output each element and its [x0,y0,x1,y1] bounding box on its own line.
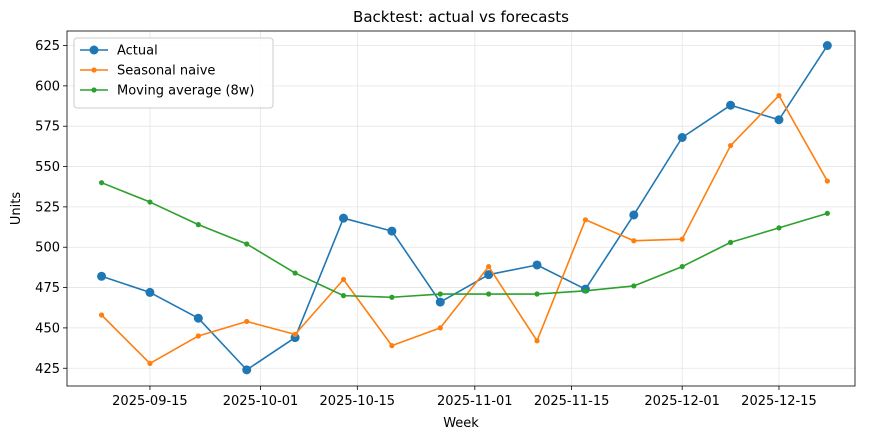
legend-box [73,37,274,109]
actual-point [387,226,397,236]
moving-average-8w-point [437,291,443,297]
actual-point [774,115,784,125]
y-axis: 425 450 475 500 525 550 575 600 625 [35,39,67,377]
actual-point [726,100,736,110]
seasonal-naive-line [100,94,829,365]
x-tick-label: 2025-12-01 [644,394,720,409]
seasonal-naive-point [195,333,201,339]
series-layer [97,41,832,375]
legend-label: Actual [117,44,158,59]
moving-average-8w-point [292,270,298,276]
y-tick-label: 450 [35,321,60,336]
seasonal-naive-point [534,338,540,344]
actual-line [101,45,829,371]
moving-average-8w-line [101,181,828,299]
moving-average-8w-point [340,293,347,299]
y-tick-label: 425 [35,362,60,377]
seasonal-naive-point [292,331,298,337]
y-tick-label: 500 [35,241,60,256]
legend-label: Seasonal naive [117,64,215,79]
actual-point [338,213,348,223]
seasonal-naive-point [340,276,347,283]
actual-point [629,210,639,220]
actual-point [532,260,542,270]
moving-average-8w-point [147,199,153,205]
actual-point [145,287,155,297]
y-tick-label: 625 [35,39,60,54]
x-tick-label: 2025-11-15 [534,394,610,409]
actual-point [435,297,445,307]
plot-area [66,30,856,387]
x-axis-label: Week [443,416,479,431]
seasonal-naive-point [776,92,782,99]
legend-label: Moving average (8w) [117,84,255,99]
y-tick-label: 600 [35,79,60,94]
y-axis-label: Units [9,192,24,225]
moving-average-8w-point [195,222,201,228]
seasonal-naive-point [679,236,685,242]
seasonal-naive-point [244,318,250,325]
actual-point [193,313,203,323]
x-tick-label: 2025-12-15 [741,394,817,409]
legend-item-seasonal-naive: Seasonal naive [80,64,215,79]
series-seasonal-naive [98,92,830,367]
moving-average-8w-point [776,225,782,231]
series-actual [97,41,832,375]
x-tick-label: 2025-10-15 [320,394,396,409]
chart-title: Backtest: actual vs forecasts [353,8,569,26]
seasonal-naive-point [147,360,153,367]
y-tick-label: 550 [35,160,60,175]
y-tick-label: 525 [35,200,60,215]
legend-swatch-marker [91,67,97,73]
moving-average-8w-point [534,291,540,297]
moving-average-8w-point [244,241,250,247]
seasonal-naive-point [389,343,395,349]
legend: Actual Seasonal naive Moving average (8w) [73,37,274,109]
actual-point [97,271,107,281]
legend-swatch-marker [91,87,97,93]
legend-item-actual: Actual [80,44,158,59]
seasonal-naive-point [727,142,734,149]
seasonal-naive-point [582,217,589,223]
x-tick-label: 2025-11-01 [437,394,513,409]
seasonal-naive-point [98,312,105,318]
x-axis: 2025-09-15 2025-10-01 2025-10-15 2025-11-01… [112,386,817,409]
actual-point [822,41,832,51]
seasonal-naive-point [631,238,637,244]
series-moving-average-8w [98,180,830,300]
y-tick-label: 475 [35,281,60,296]
moving-average-8w-point [631,283,637,289]
moving-average-8w-point [679,263,685,270]
moving-average-8w-point [582,288,589,294]
actual-point [677,133,687,142]
moving-average-8w-point [486,291,492,297]
x-tick-label: 2025-10-01 [223,394,299,409]
moving-average-8w-point [727,239,734,245]
moving-average-8w-point [824,210,830,216]
seasonal-naive-point [437,325,443,331]
seasonal-naive-point [486,263,492,270]
legend-item-moving-average-8w: Moving average (8w) [80,84,255,99]
actual-point [242,365,252,375]
seasonal-naive-point [824,178,830,184]
y-tick-label: 575 [35,120,60,135]
moving-average-8w-point [98,180,105,186]
legend-swatch-marker [89,45,99,55]
actual-point [484,270,494,280]
moving-average-8w-point [389,294,395,300]
x-tick-label: 2025-09-15 [112,394,188,409]
